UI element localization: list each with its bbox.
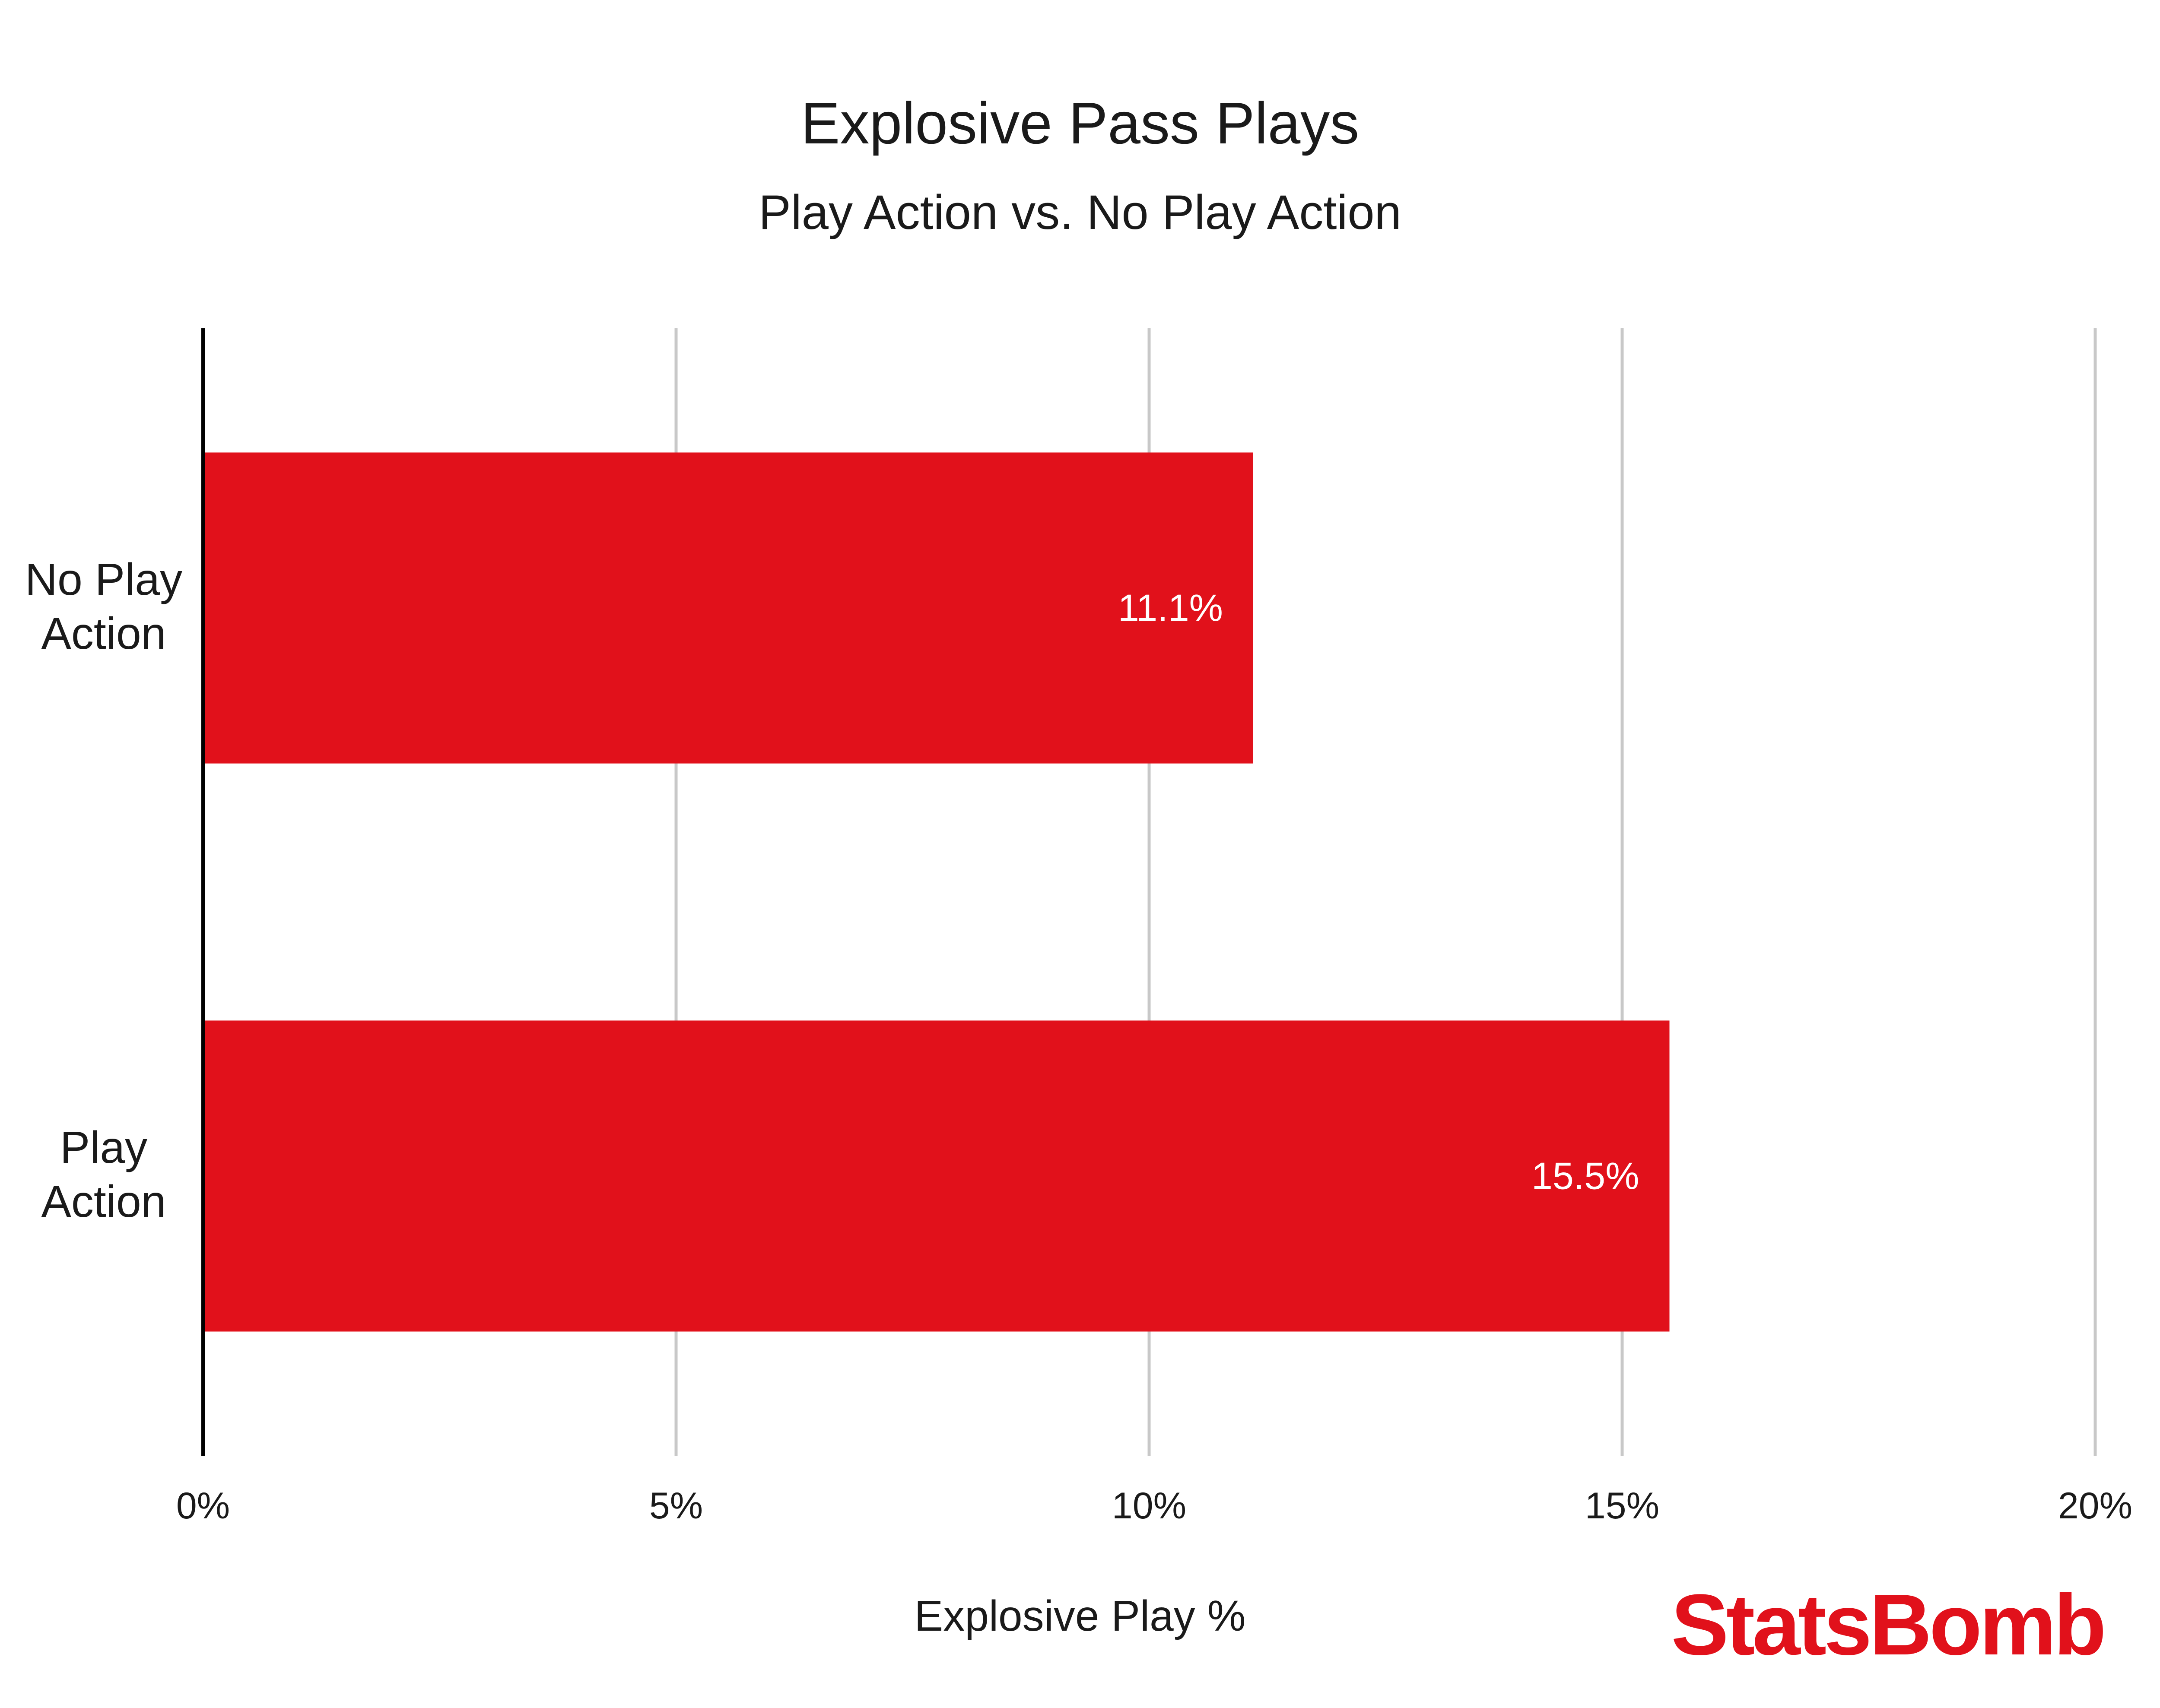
x-tick-label-15: 15% [1585,1485,1659,1527]
category-label-0: No Play Action [25,555,182,659]
bar-0 [203,452,1253,764]
bars: 11.1% 15.5% [203,452,1670,1332]
x-tick-label-5: 5% [649,1485,703,1527]
x-tick-label-10: 10% [1112,1485,1186,1527]
category-label-1: Play Action [41,1123,166,1227]
category-labels: No Play Action Play Action [25,555,182,1227]
chart-subtitle: Play Action vs. No Play Action [759,185,1401,239]
x-axis-label: Explosive Play % [915,1592,1246,1640]
statsbomb-logo: StatsBomb [1671,1577,2104,1673]
bar-value-label-1: 15.5% [1531,1155,1639,1197]
bar-1 [203,1020,1670,1332]
bar-value-label-0: 11.1% [1118,587,1223,629]
chart-title: Explosive Pass Plays [801,90,1360,156]
x-tick-label-0: 0% [176,1485,230,1527]
x-tick-labels: 0% 5% 10% 15% 20% [176,1485,2132,1527]
x-tick-label-20: 20% [2058,1485,2132,1527]
